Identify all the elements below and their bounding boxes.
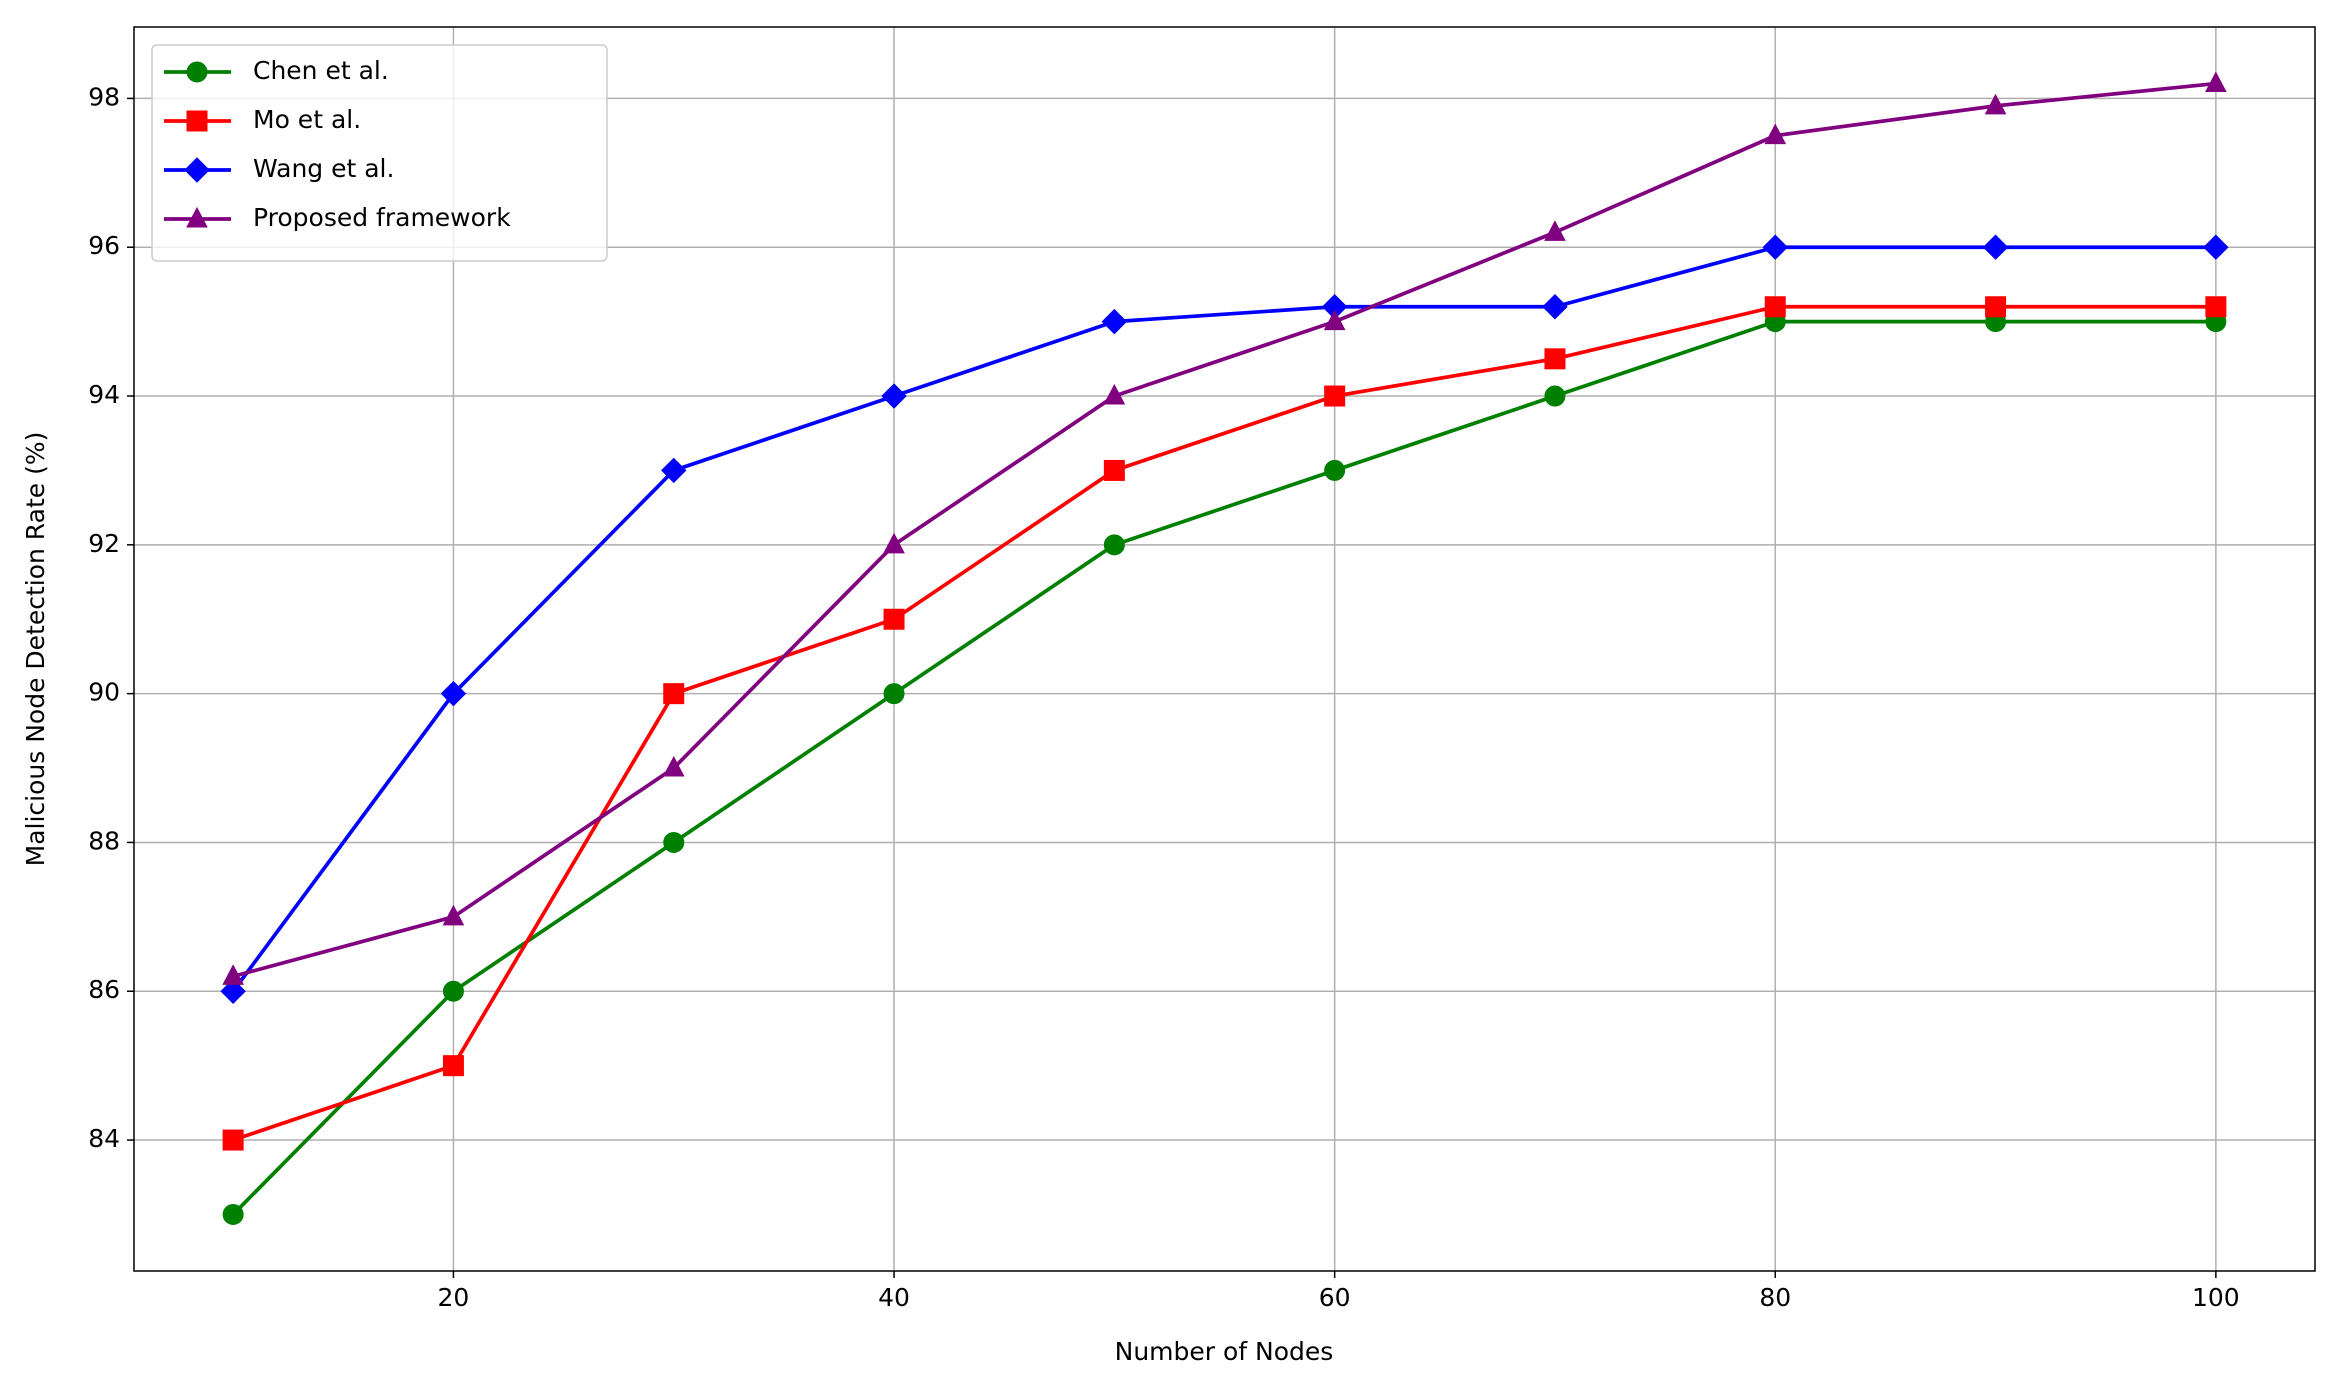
x-tick-label: 100: [2192, 1283, 2240, 1312]
y-axis-label: Malicious Node Detection Rate (%): [21, 432, 50, 867]
x-tick-label: 40: [878, 1283, 910, 1312]
data-point: [1324, 459, 1346, 481]
y-tick-label: 94: [88, 380, 120, 409]
data-point: [1544, 220, 1566, 241]
data-point: [1985, 296, 2007, 318]
data-point: [1544, 385, 1566, 407]
legend-marker: [186, 110, 208, 132]
series-line: [231, 319, 2216, 1216]
data-point: [1103, 534, 1125, 556]
legend-box: [151, 44, 608, 262]
data-point: [220, 978, 246, 1004]
data-point: [1103, 383, 1126, 405]
y-tick-label: 84: [88, 1124, 120, 1153]
data-point: [2205, 71, 2227, 93]
x-tick-label: 80: [1759, 1283, 1791, 1312]
plot-frame: [133, 26, 2316, 1272]
data-point: [1542, 294, 1568, 320]
data-point: [440, 680, 467, 707]
data-point: [661, 457, 687, 484]
data-point: [442, 980, 464, 1002]
legend-label: Wang et al.: [253, 154, 394, 183]
x-tick-label: 60: [1319, 1283, 1351, 1312]
data-point: [442, 904, 465, 926]
data-point: [2203, 234, 2229, 260]
legend-marker: [186, 206, 208, 228]
y-tick-label: 88: [88, 826, 120, 855]
data-point: [1984, 93, 2007, 115]
data-point: [662, 755, 685, 777]
data-point: [1324, 385, 1346, 407]
data-point: [663, 831, 685, 853]
series-line: [232, 81, 2217, 979]
data-point: [2205, 296, 2227, 318]
y-tick-label: 86: [88, 975, 120, 1004]
data-point: [881, 383, 907, 409]
data-point: [222, 1129, 244, 1151]
data-point: [442, 1055, 464, 1077]
data-point: [1764, 296, 1786, 318]
data-point: [1323, 309, 1346, 331]
x-axis-label: Number of Nodes: [1115, 1337, 1334, 1366]
legend-marker: [186, 61, 208, 83]
data-point: [883, 532, 905, 554]
y-tick-label: 92: [88, 529, 120, 558]
x-tick-label: 20: [438, 1283, 470, 1312]
data-point: [1103, 459, 1125, 481]
legend-label: Proposed framework: [253, 203, 511, 232]
legend-marker: [184, 157, 210, 183]
legend-label: Mo et al.: [253, 105, 361, 134]
data-point: [1764, 123, 1787, 145]
data-point: [883, 608, 905, 630]
series-line: [232, 304, 2216, 1142]
data-point: [222, 964, 244, 985]
y-tick-label: 90: [88, 678, 120, 707]
data-point: [222, 1203, 244, 1225]
series-line: [231, 245, 2216, 993]
data-point: [1762, 234, 1788, 260]
data-point: [663, 683, 685, 705]
legend-label: Chen et al.: [253, 56, 389, 85]
data-point: [1544, 348, 1566, 370]
data-point: [883, 683, 905, 705]
y-tick-label: 96: [88, 231, 120, 260]
y-tick-label: 98: [88, 82, 120, 111]
data-point: [1101, 308, 1128, 335]
data-point: [1982, 234, 2009, 260]
